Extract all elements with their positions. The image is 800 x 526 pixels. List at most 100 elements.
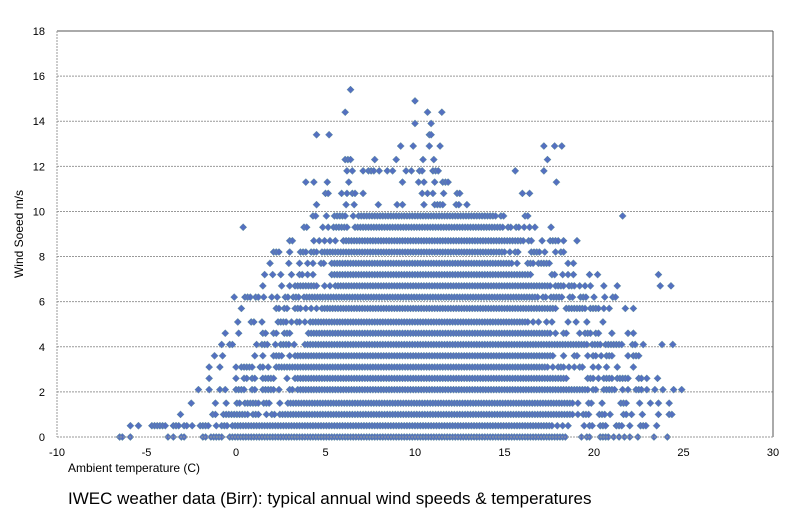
data-point (540, 248, 549, 256)
data-point (258, 281, 267, 290)
data-point (425, 142, 434, 150)
data-point (254, 399, 263, 408)
data-point (654, 410, 663, 419)
data-point (624, 374, 632, 383)
data-point (658, 340, 666, 349)
data-point (348, 166, 357, 175)
data-point (288, 385, 297, 394)
data-point (284, 340, 293, 349)
data-point (454, 200, 463, 209)
data-point (613, 281, 622, 290)
data-point (215, 363, 224, 372)
data-point (606, 410, 615, 419)
data-point (285, 329, 294, 338)
data-point (600, 410, 609, 419)
data-point (624, 351, 632, 360)
data-point (169, 433, 178, 441)
data-point (523, 318, 532, 326)
data-point (235, 399, 244, 408)
chart-title: IWEC weather data (Birr): typical annual… (68, 489, 592, 508)
data-point (383, 166, 392, 175)
data-point (284, 259, 293, 268)
data-point (559, 281, 568, 290)
data-point (273, 293, 282, 302)
data-point (581, 304, 590, 313)
data-point (309, 259, 317, 268)
data-point (303, 270, 312, 279)
data-point (277, 351, 286, 360)
data-point (269, 374, 278, 383)
data-point (551, 304, 560, 313)
data-point (188, 421, 197, 430)
data-point (325, 130, 334, 139)
data-point (591, 351, 600, 360)
data-point (182, 421, 191, 430)
data-point (388, 166, 397, 175)
data-point (621, 304, 630, 313)
data-point (554, 236, 563, 245)
data-point (438, 200, 447, 209)
data-point (617, 421, 626, 430)
data-point (548, 363, 557, 372)
data-point (312, 304, 321, 313)
data-point (258, 363, 267, 372)
data-point (303, 259, 312, 268)
data-point (234, 329, 243, 338)
data-point (266, 259, 274, 268)
data-points (115, 85, 686, 441)
data-point (437, 108, 446, 117)
data-point (249, 318, 258, 326)
data-point (218, 351, 227, 360)
data-point (343, 166, 351, 175)
data-point (436, 142, 445, 150)
data-point (559, 248, 568, 256)
data-point (638, 410, 647, 419)
data-point (631, 340, 640, 349)
data-point (568, 293, 577, 302)
data-point (118, 433, 127, 441)
data-point (287, 318, 296, 326)
data-point (551, 329, 560, 338)
data-point (558, 421, 567, 430)
data-point (624, 385, 632, 394)
data-point (295, 259, 304, 268)
data-point (312, 281, 321, 290)
data-point (164, 433, 172, 441)
data-point (418, 189, 427, 198)
data-point (506, 223, 515, 232)
data-point (294, 293, 303, 302)
data-point (369, 166, 378, 175)
data-point (587, 399, 596, 408)
data-point (223, 421, 232, 430)
data-point (312, 248, 321, 256)
x-tick-label: 15 (498, 447, 510, 459)
data-point (174, 421, 183, 430)
data-point (423, 189, 432, 198)
data-point (600, 293, 609, 302)
data-point (419, 200, 428, 209)
data-point (258, 318, 266, 326)
data-point (337, 189, 346, 198)
data-point (559, 351, 568, 360)
data-point (462, 200, 471, 209)
data-point (530, 223, 539, 232)
data-point (343, 223, 351, 232)
data-point (302, 223, 311, 232)
data-point (668, 340, 677, 349)
data-point (653, 374, 662, 383)
data-point (568, 410, 577, 419)
data-point (551, 248, 560, 256)
data-point (546, 281, 555, 290)
data-point (535, 248, 544, 256)
data-point (511, 166, 520, 175)
data-point (217, 340, 226, 349)
data-point (301, 248, 310, 256)
y-tick-label: 4 (39, 342, 45, 354)
data-point (591, 385, 600, 394)
data-point (642, 385, 651, 394)
data-point (578, 363, 587, 372)
data-point (392, 155, 401, 164)
data-point (233, 318, 242, 326)
data-point (514, 223, 523, 232)
data-point (550, 270, 559, 279)
